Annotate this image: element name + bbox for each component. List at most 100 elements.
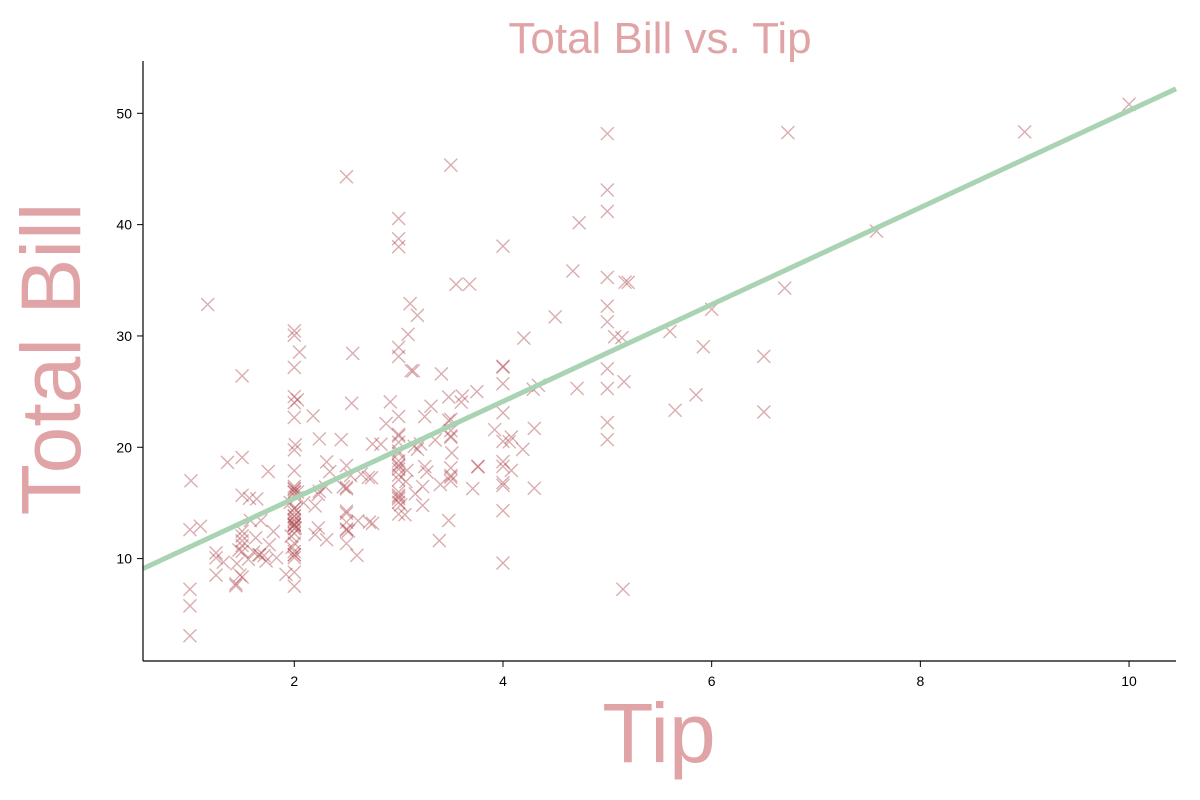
data-point	[443, 429, 458, 444]
data-point	[322, 464, 337, 479]
data-point	[241, 552, 256, 567]
data-point	[399, 463, 414, 478]
data-point	[365, 516, 380, 531]
data-point	[287, 526, 302, 541]
data-point	[287, 521, 302, 536]
data-point	[287, 328, 302, 343]
data-point	[415, 479, 430, 494]
data-point	[287, 481, 302, 496]
data-point	[441, 389, 456, 404]
data-point	[233, 568, 248, 583]
data-point	[235, 368, 250, 383]
x-tick-label: 6	[708, 673, 716, 689]
data-point	[182, 522, 197, 537]
data-point	[600, 314, 615, 329]
data-point	[391, 491, 406, 506]
data-point	[417, 459, 432, 474]
data-point	[235, 450, 250, 465]
data-point	[246, 545, 261, 560]
data-point	[184, 473, 198, 488]
data-point	[261, 464, 276, 479]
data-point	[415, 498, 430, 513]
data-point	[495, 478, 510, 493]
data-point	[193, 519, 208, 534]
data-point	[391, 457, 406, 472]
regression-line	[141, 86, 1178, 571]
y-tick-label: 10	[116, 551, 132, 567]
data-point	[441, 513, 456, 528]
data-point	[344, 396, 359, 411]
data-point	[391, 453, 406, 468]
data-point	[391, 495, 406, 510]
data-point	[391, 485, 406, 500]
data-point	[287, 389, 302, 404]
data-point	[495, 503, 510, 518]
y-ticks: 10 20 30 40 50	[116, 105, 143, 567]
data-point	[278, 567, 293, 582]
data-point	[365, 437, 380, 452]
data-point	[339, 481, 354, 496]
data-point	[454, 395, 469, 410]
data-point	[182, 628, 197, 643]
data-point	[349, 548, 364, 563]
data-point	[235, 528, 250, 543]
data-point	[319, 454, 334, 469]
data-point	[432, 533, 447, 548]
data-point	[364, 470, 379, 485]
data-point	[401, 327, 416, 342]
data-point	[287, 501, 302, 516]
data-point	[391, 507, 406, 522]
data-point	[495, 405, 510, 420]
data-point	[756, 349, 771, 364]
data-point	[259, 554, 274, 569]
data-point	[443, 470, 458, 485]
data-point	[419, 464, 434, 479]
data-point	[287, 518, 302, 533]
data-point	[391, 211, 406, 226]
data-point	[287, 509, 302, 524]
data-point	[607, 329, 622, 344]
data-point	[600, 361, 615, 376]
data-point	[379, 416, 394, 431]
data-point	[391, 467, 406, 482]
data-point	[287, 463, 302, 478]
data-point	[373, 437, 388, 452]
data-point	[311, 520, 326, 535]
data-point	[209, 545, 224, 560]
data-point	[339, 515, 354, 530]
data-point	[288, 437, 303, 452]
data-point	[266, 524, 281, 539]
data-point	[495, 556, 510, 571]
data-point	[668, 403, 683, 418]
data-point	[287, 517, 302, 532]
data-point	[1017, 124, 1032, 139]
data-point	[455, 389, 470, 404]
data-point	[345, 346, 360, 361]
data-point	[527, 481, 542, 496]
data-point	[209, 568, 224, 583]
data-point	[600, 299, 615, 314]
data-point	[285, 540, 300, 555]
data-point	[600, 432, 615, 447]
data-point	[287, 518, 302, 533]
data-point	[618, 275, 633, 290]
data-point	[391, 427, 406, 442]
data-point	[287, 514, 302, 529]
data-point	[287, 509, 302, 524]
data-point	[469, 384, 484, 399]
data-point	[600, 381, 615, 396]
chart-title: Total Bill vs. Tip	[508, 14, 811, 63]
data-point	[287, 565, 302, 580]
data-point	[361, 470, 376, 485]
data-point	[249, 491, 264, 506]
data-point	[495, 376, 510, 391]
data-point	[334, 432, 349, 447]
data-point	[269, 550, 284, 565]
data-point	[339, 504, 354, 519]
data-point	[182, 598, 197, 613]
data-point	[287, 547, 302, 562]
data-point	[339, 523, 354, 538]
data-point	[423, 399, 438, 414]
data-point	[182, 582, 197, 597]
